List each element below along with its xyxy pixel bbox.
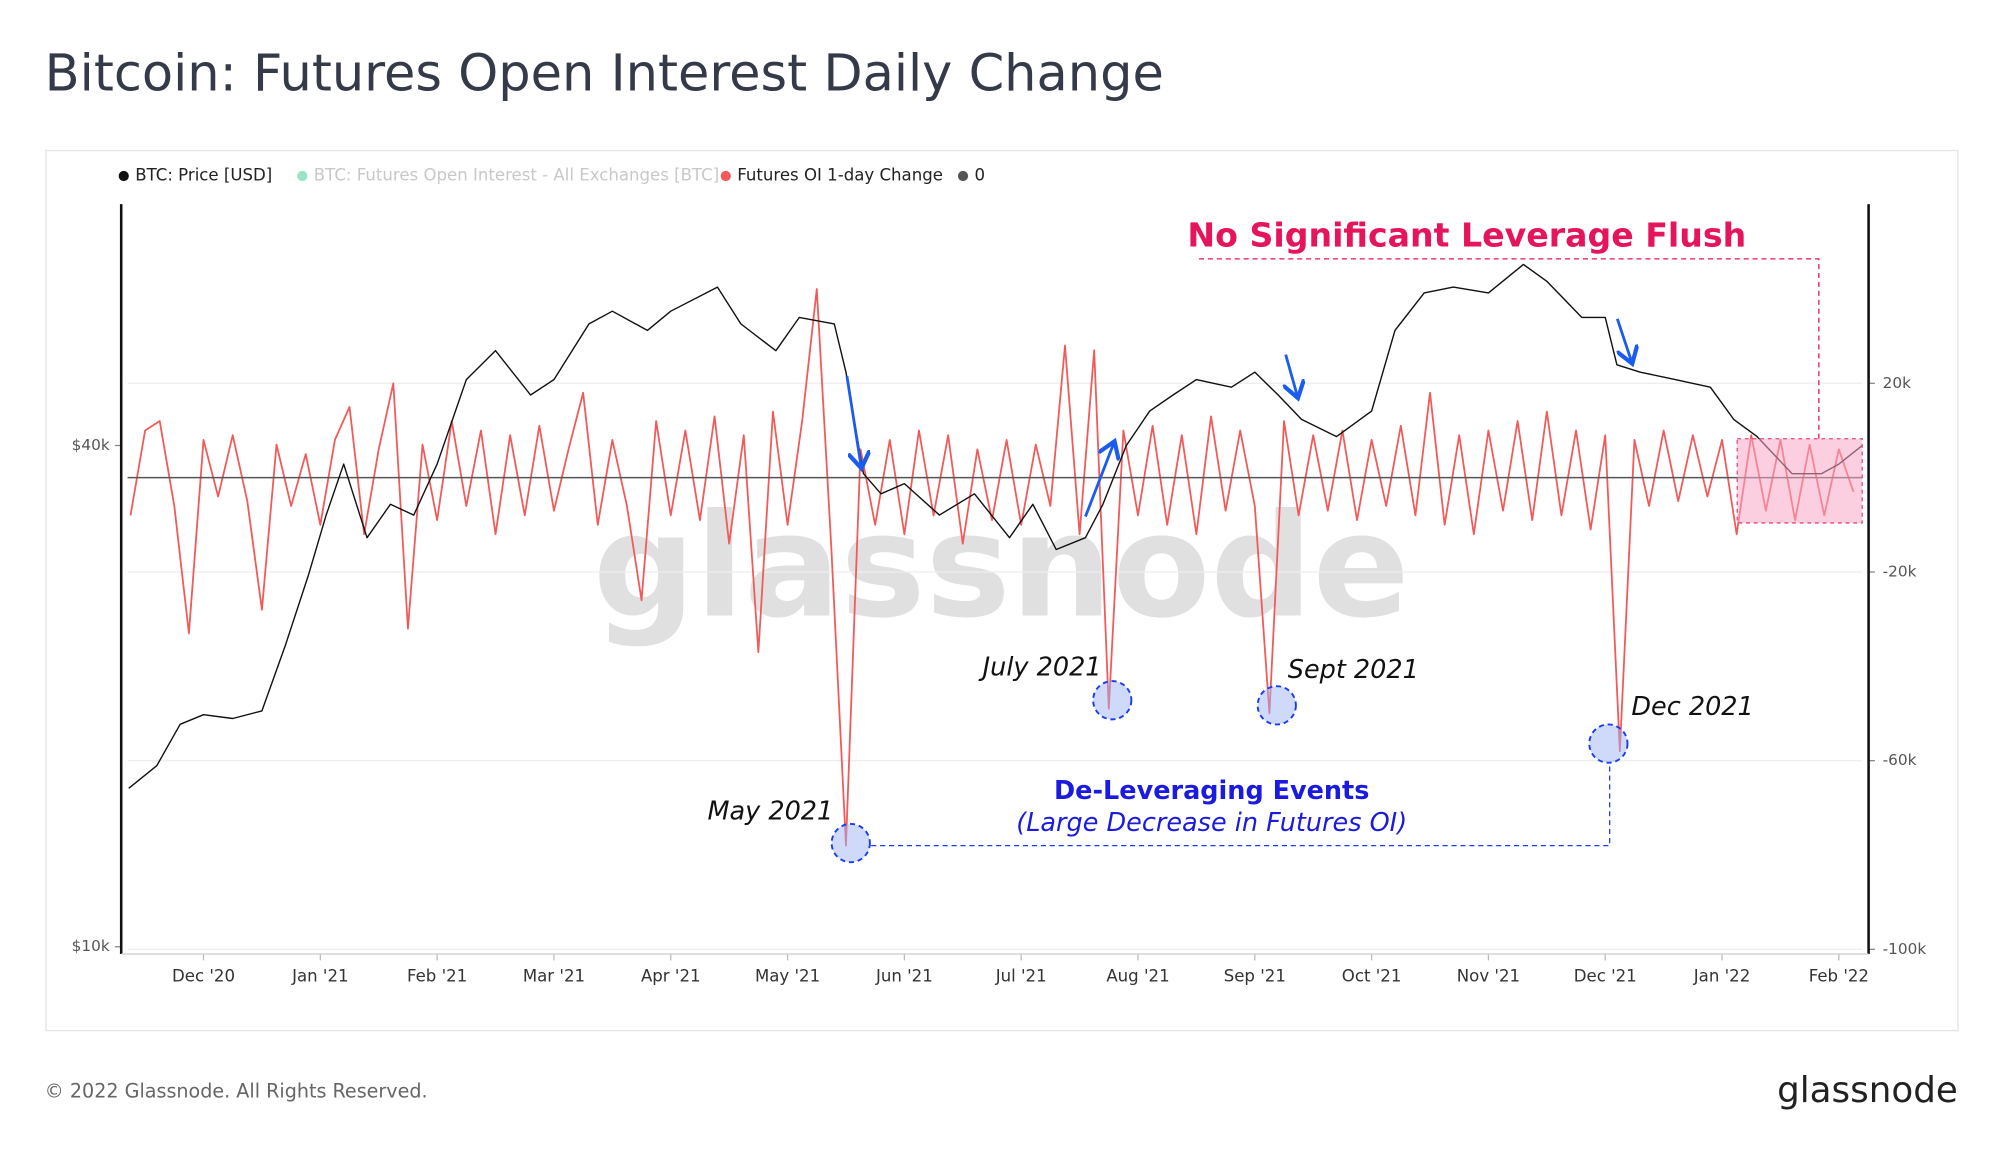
x-tick-label: Nov '21 <box>1457 967 1520 986</box>
leader-line <box>871 762 1611 847</box>
y-tick-label: $40k <box>72 436 110 454</box>
chart-title: Bitcoin: Futures Open Interest Daily Cha… <box>45 45 1164 104</box>
x-tick-label: Jun '21 <box>875 967 933 986</box>
highlight-box <box>1736 438 1863 524</box>
legend-label: BTC: Futures Open Interest - All Exchang… <box>314 166 719 185</box>
x-tick-label: Aug '21 <box>1106 967 1169 986</box>
event-circle <box>1256 685 1297 726</box>
legend-label: 0 <box>974 166 985 185</box>
x-tick-label: Mar '21 <box>523 967 585 986</box>
event-circle <box>1588 723 1629 764</box>
annotation: May 2021 <box>708 796 834 826</box>
annotation: De-Leveraging Events <box>1054 776 1369 806</box>
x-tick-label: Jul '21 <box>995 967 1047 986</box>
y-tick-label: $10k <box>72 937 110 955</box>
x-tick-label: Apr '21 <box>641 967 701 986</box>
legend-label: Futures OI 1-day Change <box>737 166 943 185</box>
annotation: Sept 2021 <box>1288 655 1419 685</box>
y2-tick-label: -20k <box>1883 562 1917 580</box>
logo: glassnode <box>1777 1070 1958 1111</box>
x-tick-label: Feb '21 <box>407 967 467 986</box>
legend-label: BTC: Price [USD] <box>135 166 272 185</box>
arrow <box>1084 444 1113 518</box>
x-tick-label: Jan '22 <box>1693 967 1750 986</box>
x-tick-label: Sep '21 <box>1224 967 1286 986</box>
x-tick-label: Feb '22 <box>1809 967 1869 986</box>
series-line <box>128 263 1863 789</box>
panel <box>45 149 1959 1032</box>
arrow <box>1286 354 1297 396</box>
copyright: © 2022 Glassnode. All Rights Reserved. <box>45 1079 428 1102</box>
legend-marker <box>118 170 129 182</box>
arrow <box>1615 318 1631 361</box>
x-tick-label: Jan '21 <box>291 967 348 986</box>
x-tick-label: Oct '21 <box>1342 967 1402 986</box>
x-tick-label: Dec '20 <box>172 967 235 986</box>
y2-tick-label: -60k <box>1883 751 1917 769</box>
annotation: Dec 2021 <box>1631 692 1753 722</box>
leader-line <box>1198 258 1820 439</box>
event-circle <box>1092 680 1133 721</box>
event-circle <box>830 822 871 864</box>
legend-marker <box>720 170 731 182</box>
x-tick-label: May '21 <box>755 967 820 986</box>
legend-marker <box>957 170 969 182</box>
watermark: glassnode <box>593 483 1410 650</box>
x-tick-label: Dec '21 <box>1574 967 1637 986</box>
legend-marker <box>297 170 308 182</box>
arrow <box>845 376 861 465</box>
y2-tick-label: 20k <box>1883 374 1911 392</box>
annotation: (Large Decrease in Futures OI) <box>1016 808 1407 838</box>
y2-tick-label: -100k <box>1883 940 1927 958</box>
annotation: July 2021 <box>978 652 1102 682</box>
annotation: No Significant Leverage Flush <box>1187 216 1746 255</box>
